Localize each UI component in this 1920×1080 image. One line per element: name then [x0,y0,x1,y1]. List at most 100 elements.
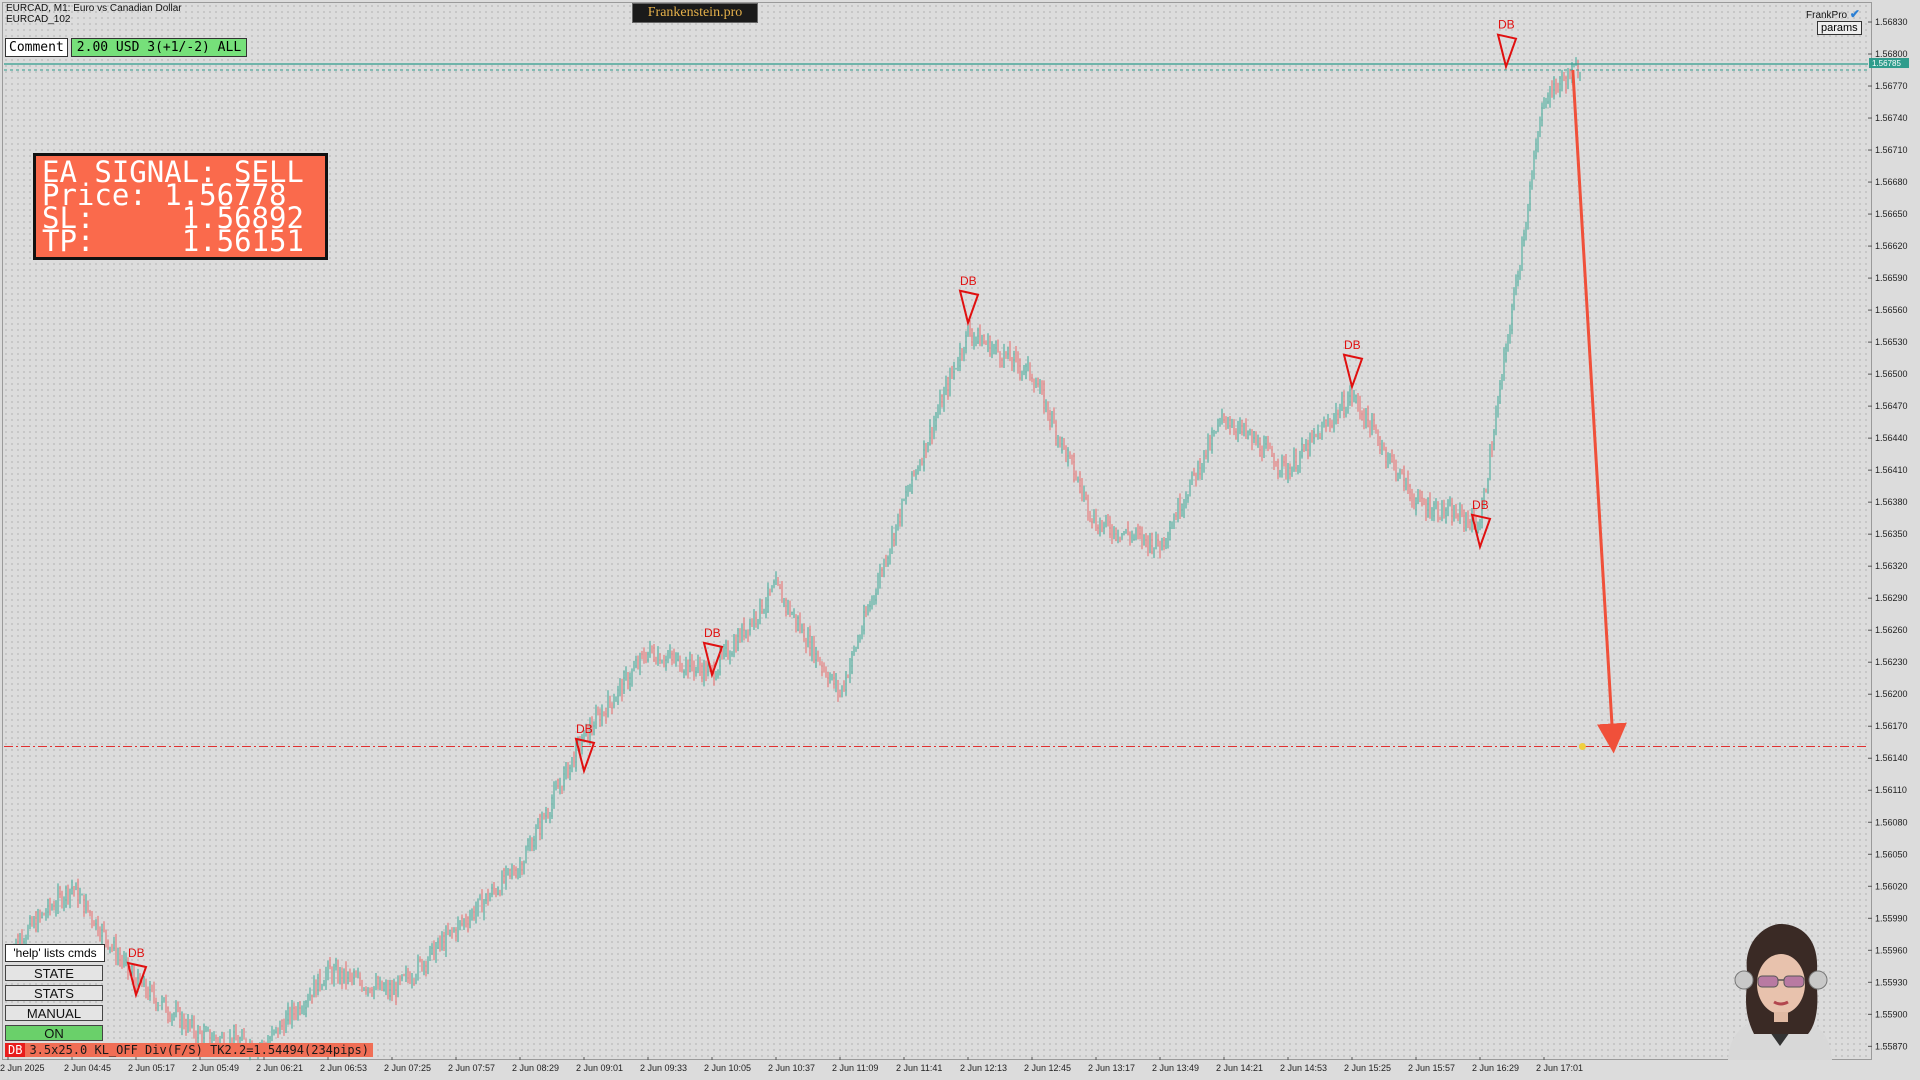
y-tick-label: 1.56410 [1875,465,1908,475]
signal-sl: 1.56892 [181,201,304,235]
y-tick-label: 1.56710 [1875,145,1908,155]
help-label: 'help' lists cmds [5,944,105,962]
x-tick-label: 2 Jun 10:05 [704,1063,751,1073]
signal-price: 1.56778 [164,178,287,212]
pattern-shape [958,289,980,327]
x-tick-label: 2 Jun 12:45 [1024,1063,1071,1073]
x-tick-label: 2 Jun 2025 [0,1063,45,1073]
axes: 1.56830 1.56800 1.56770 1.56740 1.56710 1.566… [0,17,1908,1073]
x-tick-label: 2 Jun 13:49 [1152,1063,1199,1073]
stats-button[interactable]: STATS [5,985,103,1001]
x-tick-label: 2 Jun 14:53 [1280,1063,1327,1073]
x-tick-label: 2 Jun 04:45 [64,1063,111,1073]
indicator-label: FrankPro ✔ [1806,7,1860,21]
y-tick-label: 1.56440 [1875,433,1908,443]
y-tick-label: 1.56020 [1875,881,1908,891]
y-tick-label: 1.56260 [1875,625,1908,635]
y-tick-label: 1.55870 [1875,1041,1908,1051]
x-tick-label: 2 Jun 05:49 [192,1063,239,1073]
pattern-shape [1470,513,1492,551]
x-tick-label: 2 Jun 10:37 [768,1063,815,1073]
y-tick-label: 1.56350 [1875,529,1908,539]
status-bar: DB 3.5x25.0 KL_OFF Div(F/S) TK2.2=1.5449… [5,1043,374,1057]
x-tick-label: 2 Jun 09:01 [576,1063,623,1073]
y-tick-label: 1.56230 [1875,657,1908,667]
price-levels: 1.56785 [4,58,1909,754]
price-tag [1869,58,1909,69]
pattern-shape [1496,33,1518,71]
y-tick-label: 1.56110 [1875,785,1907,795]
indicator-name: FrankPro [1806,10,1848,21]
state-button[interactable]: STATE [5,965,103,981]
y-tick-label: 1.56560 [1875,305,1908,315]
y-tick-label: 1.56830 [1875,17,1908,27]
y-tick-label: 1.56500 [1875,369,1908,379]
checkmark-icon: ✔ [1849,7,1860,21]
y-tick-label: 1.55990 [1875,913,1908,923]
pattern-label: DB [1344,338,1361,352]
brand-banner[interactable]: Frankenstein.pro [632,3,758,23]
x-tick-label: 2 Jun 16:29 [1472,1063,1519,1073]
y-tick-label: 1.56740 [1875,113,1908,123]
tp-label: TP: [42,224,95,258]
x-tick-label: 2 Jun 13:17 [1088,1063,1135,1073]
y-tick-label: 1.56170 [1875,721,1908,731]
manual-button[interactable]: MANUAL [5,1005,103,1021]
avatar-portrait [1728,923,1832,1060]
symbol-title: EURCAD, M1: Euro vs Canadian Dollar EURC… [6,3,182,25]
y-tick-label: 1.55930 [1875,977,1908,987]
y-tick-label: 1.56320 [1875,561,1908,571]
pattern-label: DB [960,274,977,288]
pattern-shape [126,961,148,999]
y-tick-label: 1.56530 [1875,337,1908,347]
price-tag-label: 1.56785 [1872,59,1901,68]
x-tick-label: 2 Jun 11:09 [832,1063,878,1073]
y-tick-label: 1.56380 [1875,497,1908,507]
ea-signal-panel: EA SIGNAL: SELL Price: 1.56778 SL: 1.568… [33,153,328,260]
comment-button[interactable]: Comment [5,38,68,57]
y-tick-label: 1.56470 [1875,401,1908,411]
y-tick-label: 1.56800 [1875,49,1908,59]
y-tick-label: 1.56140 [1875,753,1908,763]
status-text: 3.5x25.0 KL_OFF Div(F/S) TK2.2=1.54494(2… [25,1043,374,1057]
x-tick-label: 2 Jun 06:21 [256,1063,303,1073]
comment-value: 2.00 USD 3(+1/-2) ALL [70,38,248,57]
pattern-label: DB [128,946,145,960]
comment-row: Comment 2.00 USD 3(+1/-2) ALL [5,38,248,57]
x-tick-label: 2 Jun 15:57 [1408,1063,1455,1073]
pattern-label: DB [576,722,593,736]
pattern-label: DB [1498,18,1515,32]
on-button[interactable]: ON [5,1025,103,1041]
y-tick-label: 1.56620 [1875,241,1908,251]
params-button[interactable]: params [1817,21,1862,35]
pattern-shape [1342,353,1364,391]
patterns: DB DB DB DB DB DB DB [126,18,1518,999]
template-line: EURCAD_102 [6,14,71,25]
x-tick-label: 2 Jun 17:01 [1536,1063,1583,1073]
sl-label: SL: [42,201,95,235]
pattern-shape [702,641,724,679]
symbol-line: EURCAD, M1: Euro vs Canadian Dollar [6,3,182,14]
x-tick-label: 2 Jun 15:25 [1344,1063,1391,1073]
y-tick-label: 1.56290 [1875,593,1908,603]
y-tick-label: 1.55960 [1875,945,1908,955]
tp-marker [1578,743,1586,751]
y-tick-label: 1.56770 [1875,81,1908,91]
y-tick-label: 1.55900 [1875,1009,1908,1019]
x-tick-label: 2 Jun 07:57 [448,1063,495,1073]
x-tick-label: 2 Jun 07:25 [384,1063,431,1073]
y-tick-label: 1.56650 [1875,209,1908,219]
x-tick-label: 2 Jun 05:17 [128,1063,175,1073]
x-tick-label: 2 Jun 08:29 [512,1063,559,1073]
pattern-label: DB [1472,498,1489,512]
x-tick-label: 2 Jun 11:41 [896,1063,942,1073]
y-tick-label: 1.56680 [1875,177,1908,187]
y-tick-label: 1.56050 [1875,849,1908,859]
pattern-label: DB [704,626,721,640]
status-tag: DB [5,1043,26,1057]
y-tick-label: 1.56200 [1875,689,1908,699]
x-tick-label: 2 Jun 06:53 [320,1063,367,1073]
x-tick-label: 2 Jun 09:33 [640,1063,687,1073]
y-tick-label: 1.56080 [1875,817,1908,827]
